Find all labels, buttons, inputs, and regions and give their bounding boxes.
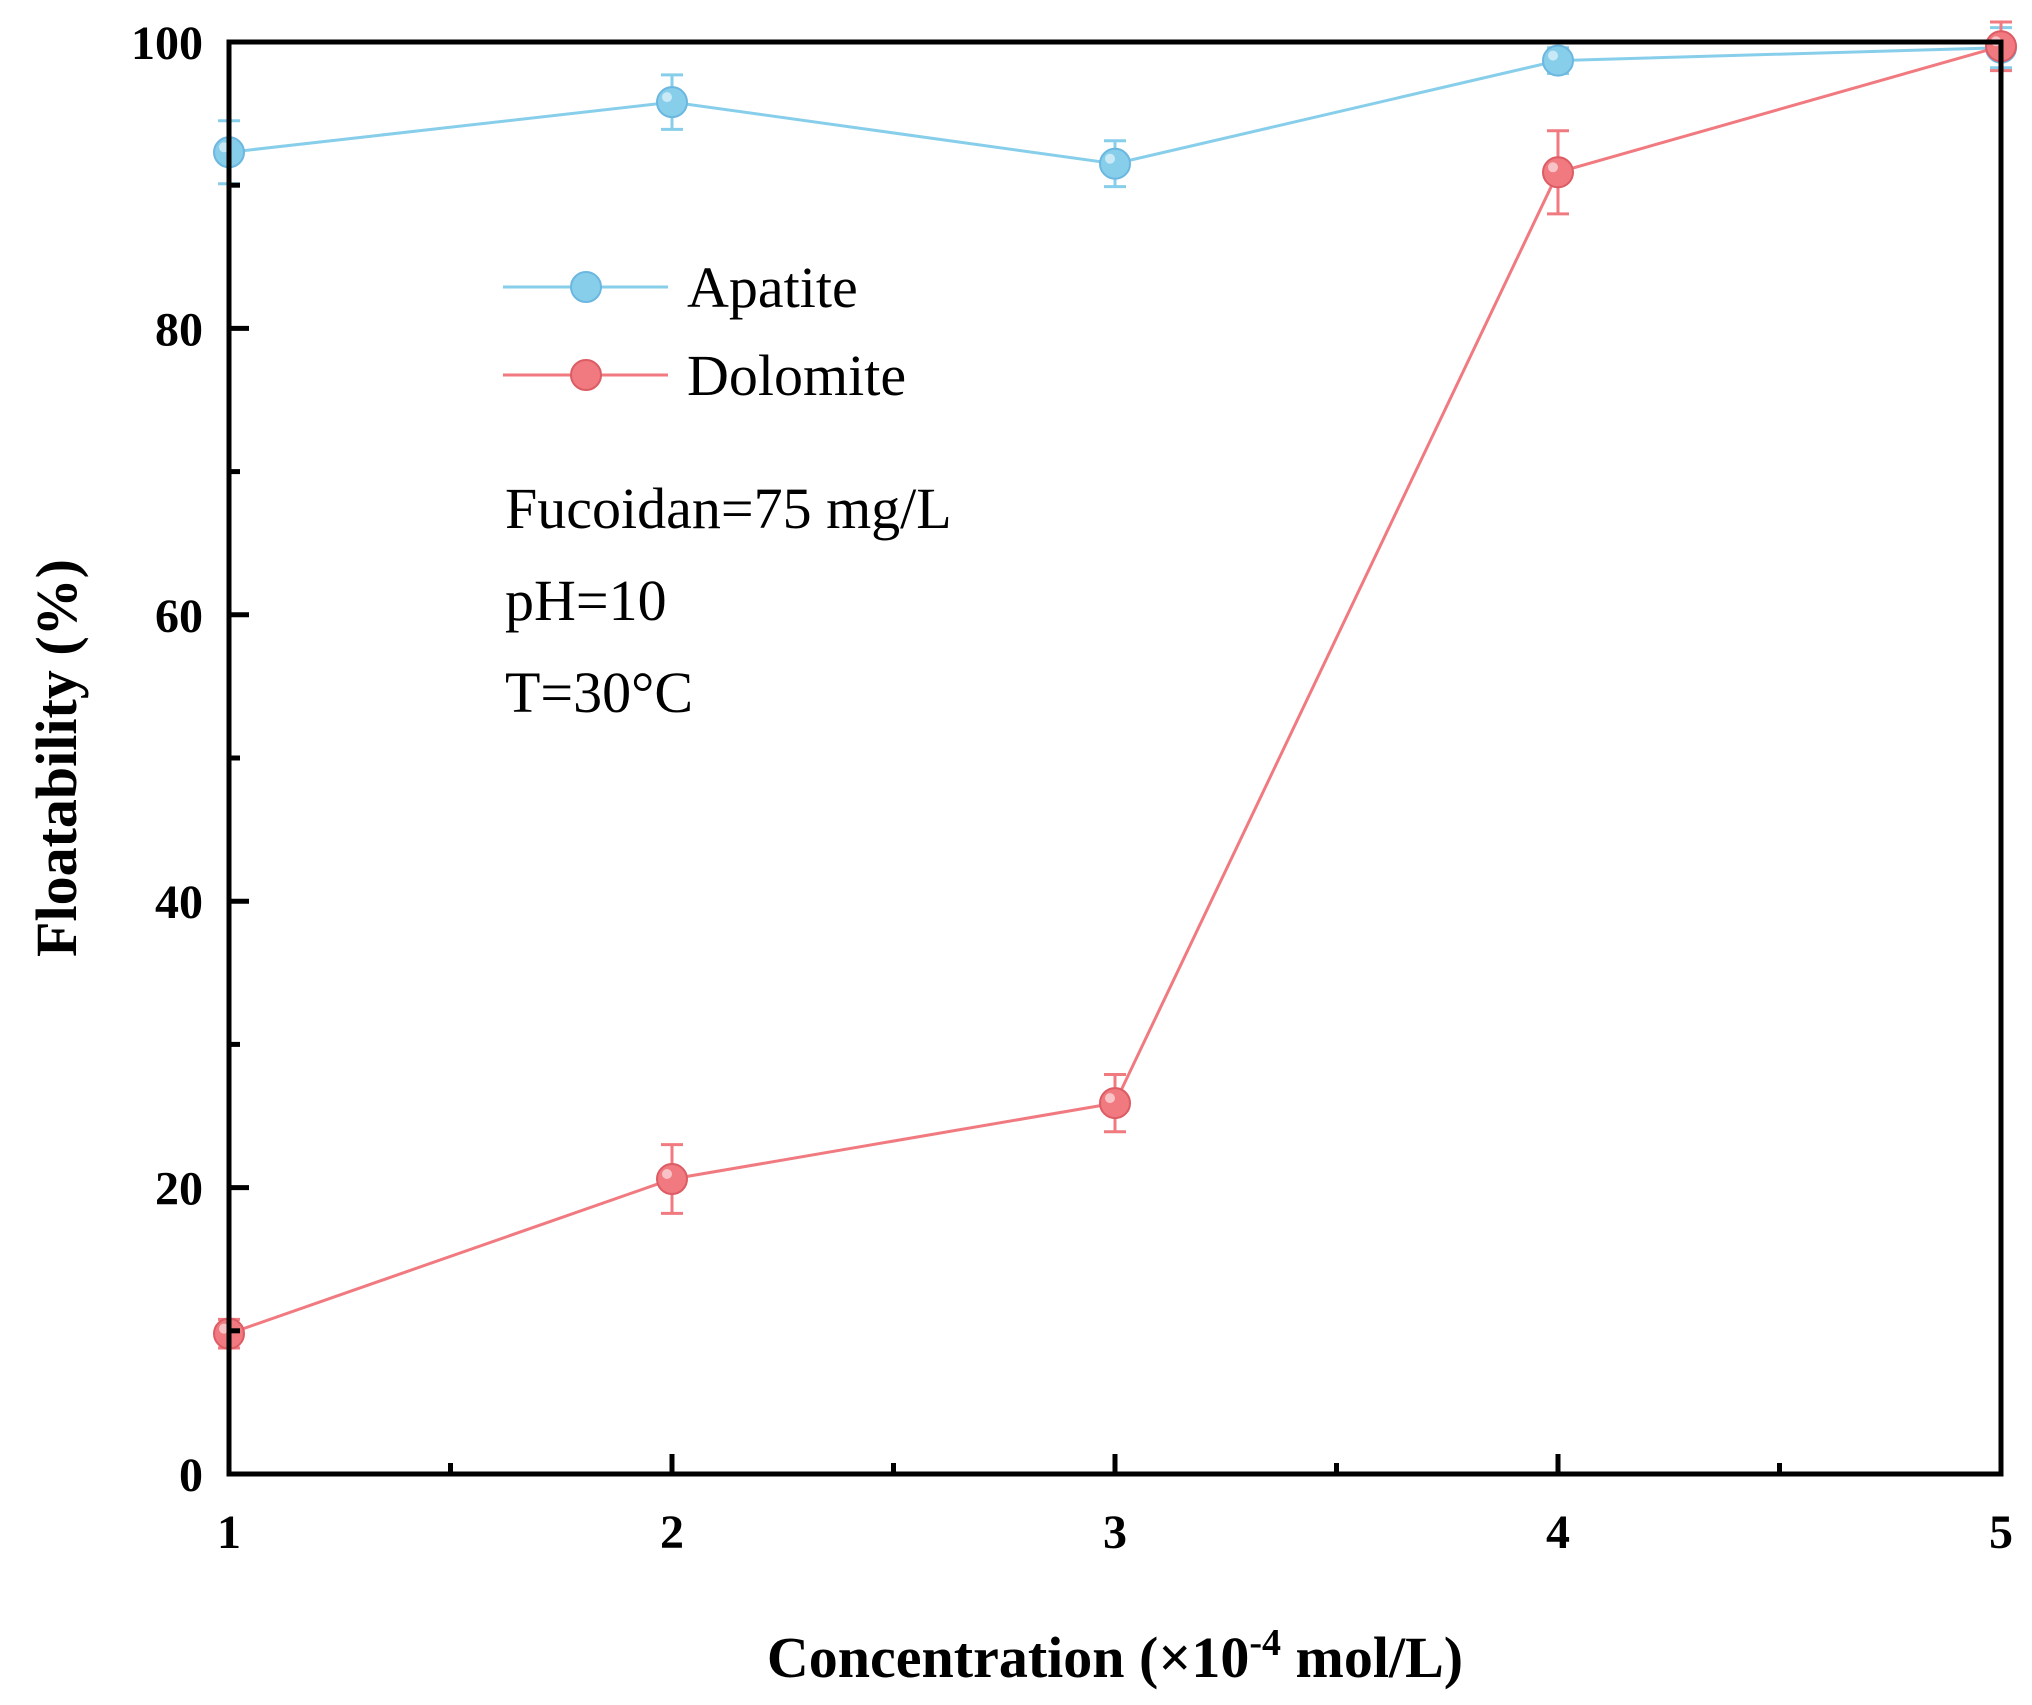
y-tick-label: 40 bbox=[155, 876, 203, 929]
legend-label-dolomite: Dolomite bbox=[687, 343, 906, 408]
data-point-apatite bbox=[1542, 44, 1574, 77]
x-axis-title: Concentration (×10-4 mol/L) bbox=[767, 1622, 1463, 1690]
data-point-apatite bbox=[656, 86, 688, 119]
plot-frame bbox=[226, 39, 2004, 1477]
plot-layer bbox=[213, 20, 2017, 1350]
x-tick-label: 3 bbox=[1103, 1506, 1127, 1559]
data-point-dolomite bbox=[656, 1163, 688, 1196]
data-point-dolomite bbox=[1542, 156, 1574, 189]
x-tick-label: 4 bbox=[1546, 1506, 1570, 1559]
data-point-highlight bbox=[662, 92, 672, 103]
data-point-dolomite bbox=[1099, 1087, 1131, 1120]
y-tick-label: 100 bbox=[131, 17, 203, 70]
annotation-temperature: T=30°C bbox=[505, 660, 693, 725]
annotation-fucoidan: Fucoidan=75 mg/L bbox=[505, 476, 952, 541]
legend-label-apatite: Apatite bbox=[687, 255, 858, 320]
annotation-ph: pH=10 bbox=[505, 568, 667, 633]
data-point-highlight bbox=[1548, 162, 1558, 173]
data-point-apatite bbox=[1099, 147, 1131, 180]
legend-marker-apatite bbox=[570, 271, 602, 303]
x-axis-title-superscript: -4 bbox=[1249, 1622, 1281, 1664]
x-tick-label: 1 bbox=[217, 1506, 241, 1559]
legend: Apatite Dolomite bbox=[503, 255, 906, 408]
x-tick-label: 2 bbox=[660, 1506, 684, 1559]
y-tick-label: 20 bbox=[155, 1163, 203, 1216]
x-axis-title-suffix: mol/L) bbox=[1281, 1625, 1463, 1690]
data-point-highlight bbox=[1105, 153, 1115, 164]
y-axis-title: Floatability (%) bbox=[24, 559, 89, 957]
y-tick-label: 0 bbox=[179, 1449, 203, 1502]
x-tick-label: 5 bbox=[1989, 1506, 2013, 1559]
x-axis-title-main: Concentration (×10 bbox=[767, 1625, 1250, 1690]
legend-entry-apatite: Apatite bbox=[503, 255, 858, 320]
data-point-highlight bbox=[1548, 50, 1558, 61]
y-tick-label: 80 bbox=[155, 303, 203, 356]
legend-entry-dolomite: Dolomite bbox=[503, 343, 906, 408]
legend-marker-dolomite bbox=[570, 359, 602, 391]
data-point-highlight bbox=[1105, 1093, 1115, 1104]
data-point-highlight bbox=[662, 1169, 672, 1180]
conditions-annotation: Fucoidan=75 mg/L pH=10 T=30°C bbox=[505, 476, 952, 725]
y-tick-label: 60 bbox=[155, 590, 203, 643]
